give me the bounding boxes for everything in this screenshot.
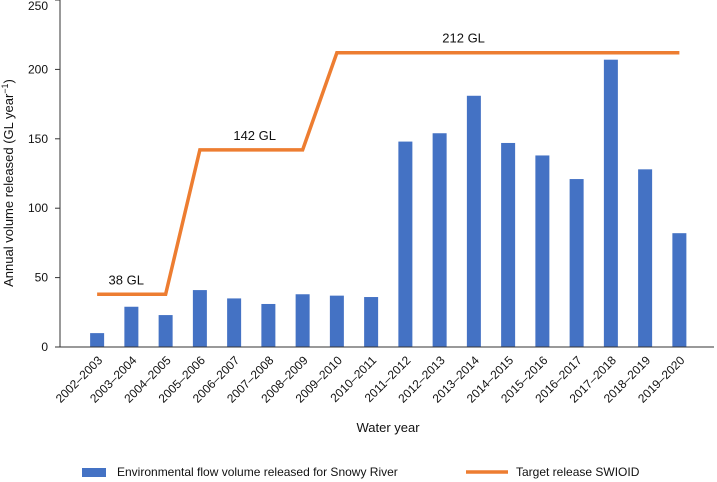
x-axis-ticks: 2002–20032003–20042004–20052005–20062006… [53,353,688,406]
y-axis-title-superscript: −1 [0,83,10,93]
x-axis-title: Water year [356,420,420,435]
bar [603,59,618,348]
bar [295,294,310,347]
legend-label-bars: Environmental flow volume released for S… [117,465,398,479]
bar [466,95,481,347]
y-tick-label: 200 [28,62,48,76]
legend: Environmental flow volume released for S… [82,465,640,479]
y-axis-title-end: ) [1,79,16,83]
bar [638,169,653,347]
target-line [97,50,680,297]
bar [192,290,207,347]
bar-series [90,59,687,348]
bar [535,155,550,347]
bar [672,233,687,347]
target-annotation: 212 GL [442,31,485,46]
bar [329,295,344,347]
legend-swatch-bars [82,468,106,477]
target-annotation: 142 GL [233,128,276,143]
y-axis-title-main: Annual volume released (GL year [1,93,16,287]
y-tick-label: 0 [41,340,48,354]
y-axis-title: Annual volume released (GL year−1) [0,79,16,287]
bar [227,298,242,347]
legend-label-line: Target release SWIOID [516,465,640,479]
target-line-series [97,50,680,297]
annotations: 38 GL 142 GL 212 GL [109,31,485,288]
bar [124,306,139,347]
y-tick-label: 250 [28,0,48,13]
bar [261,303,276,347]
y-tick-label: 100 [28,201,48,215]
bar [432,133,447,347]
bar [569,179,584,347]
axes [59,0,714,348]
y-tick-label: 50 [35,271,49,285]
bar [364,297,379,347]
bar [501,142,516,347]
y-axis-ticks: 0 50 100 150 200 250 [28,0,60,354]
target-annotation: 38 GL [109,272,144,287]
bar [158,315,173,347]
bar [90,333,105,347]
y-tick-label: 150 [28,132,48,146]
bar [398,141,413,347]
